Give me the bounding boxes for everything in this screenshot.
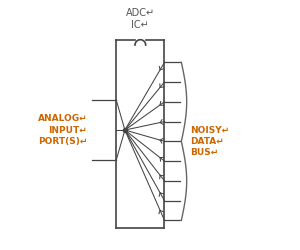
- Text: ANALOG↵
INPUT↵
PORT(S)↵: ANALOG↵ INPUT↵ PORT(S)↵: [38, 114, 87, 146]
- Text: NOISY↵
DATA↵
BUS↵: NOISY↵ DATA↵ BUS↵: [190, 126, 230, 157]
- Text: ADC↵
IC↵: ADC↵ IC↵: [126, 8, 155, 30]
